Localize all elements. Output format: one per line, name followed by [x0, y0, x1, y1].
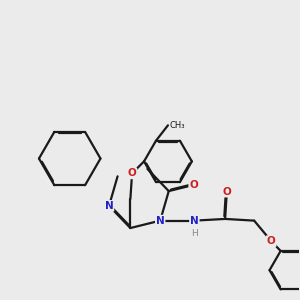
Text: N: N — [105, 201, 113, 211]
Text: O: O — [267, 236, 276, 246]
Text: N: N — [156, 216, 165, 226]
Text: CH₃: CH₃ — [170, 121, 185, 130]
Text: H: H — [191, 229, 198, 238]
Text: O: O — [223, 187, 231, 196]
Text: O: O — [128, 168, 136, 178]
Text: N: N — [190, 216, 199, 226]
Text: O: O — [189, 180, 198, 190]
